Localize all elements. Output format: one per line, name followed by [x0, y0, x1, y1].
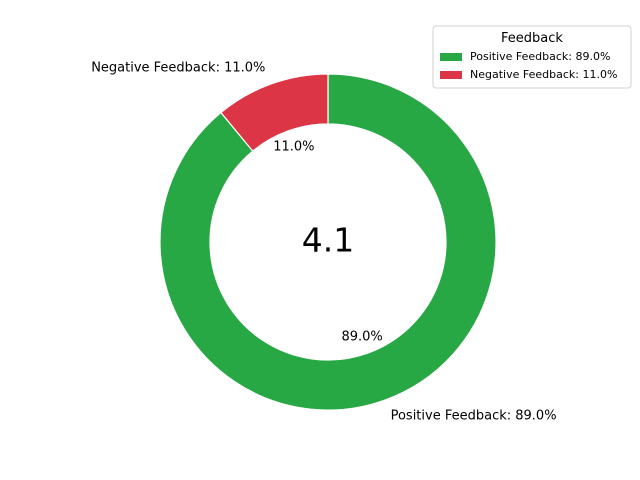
legend-label-negative-feedback: Negative Feedback: 11.0% [470, 68, 617, 81]
legend-title: Feedback [501, 31, 563, 46]
legend-swatch-positive-feedback [440, 53, 462, 61]
legend-label-positive-feedback: Positive Feedback: 89.0% [470, 50, 610, 63]
center-value-label: 4.1 [302, 221, 354, 260]
legend-items: Positive Feedback: 89.0% Negative Feedbac… [440, 50, 617, 81]
outer-label-negative-feedback: Negative Feedback: 11.0% [91, 61, 265, 76]
slices-layer [159, 73, 497, 411]
legend: Feedback Positive Feedback: 89.0% Negativ… [432, 25, 632, 89]
percent-label-positive-feedback: 89.0% [341, 329, 382, 344]
labels-layer: Positive Feedback: 89.0% 89.0% Negative Fe… [91, 61, 556, 424]
outer-label-positive-feedback: Positive Feedback: 89.0% [391, 408, 557, 423]
legend-frame [432, 25, 632, 89]
percent-label-negative-feedback: 11.0% [273, 140, 314, 155]
legend-swatch-negative-feedback [440, 71, 462, 79]
donut-slice-positive-feedback [159, 73, 497, 411]
donut-slice-negative-feedback [220, 73, 329, 152]
